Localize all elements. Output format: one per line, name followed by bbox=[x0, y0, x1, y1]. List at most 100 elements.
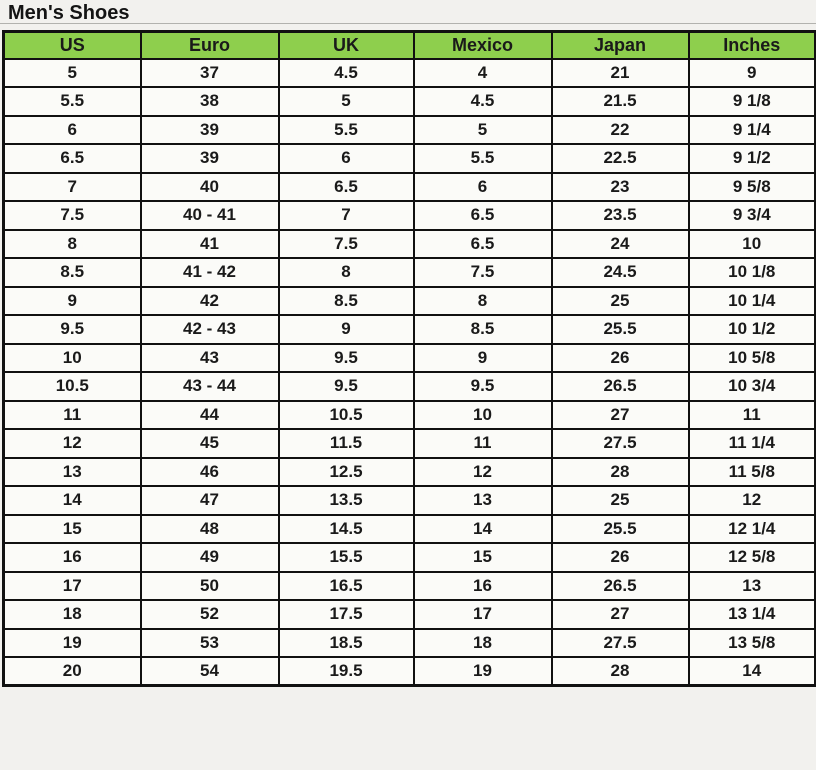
table-row: 17 50 16.5 16 26.5 13 bbox=[2, 570, 816, 601]
table-cell-japan: 22.5 bbox=[550, 143, 690, 174]
table-cell-uk: 19.5 bbox=[277, 656, 415, 687]
table-cell-us: 6.5 bbox=[2, 143, 142, 174]
table-cell-inches: 12 5/8 bbox=[687, 542, 816, 573]
table-cell-uk: 16.5 bbox=[277, 570, 415, 601]
table-cell-japan: 24.5 bbox=[550, 257, 690, 288]
table-cell-inches: 9 3/4 bbox=[687, 200, 816, 231]
table-cell-us: 13 bbox=[2, 456, 142, 487]
table-cell-inches: 11 bbox=[687, 399, 816, 430]
table-row: 15 48 14.5 14 25.5 12 1/4 bbox=[2, 513, 816, 544]
table-cell-euro: 44 bbox=[139, 399, 280, 430]
table-cell-uk: 14.5 bbox=[277, 513, 415, 544]
table-row: 7 40 6.5 6 23 9 5/8 bbox=[2, 171, 816, 202]
table-cell-us: 7.5 bbox=[2, 200, 142, 231]
table-cell-japan: 27.5 bbox=[550, 428, 690, 459]
table-cell-euro: 41 - 42 bbox=[139, 257, 280, 288]
table-cell-japan: 26 bbox=[550, 342, 690, 373]
table-cell-japan: 27 bbox=[550, 599, 690, 630]
table-row: 14 47 13.5 13 25 12 bbox=[2, 485, 816, 516]
table-cell-japan: 27.5 bbox=[550, 627, 690, 658]
table-cell-inches: 13 1/4 bbox=[687, 599, 816, 630]
table-row: 9 42 8.5 8 25 10 1/4 bbox=[2, 285, 816, 316]
table-cell-inches: 9 1/8 bbox=[687, 86, 816, 117]
table-cell-inches: 10 1/2 bbox=[687, 314, 816, 345]
header-row: US Euro UK Mexico Japan Inches bbox=[2, 30, 816, 60]
table-cell-mexico: 9.5 bbox=[412, 371, 553, 402]
table-cell-us: 5.5 bbox=[2, 86, 142, 117]
table-cell-mexico: 16 bbox=[412, 570, 553, 601]
table-cell-uk: 9.5 bbox=[277, 371, 415, 402]
table-cell-euro: 48 bbox=[139, 513, 280, 544]
table-cell-us: 9.5 bbox=[2, 314, 142, 345]
table-cell-inches: 11 1/4 bbox=[687, 428, 816, 459]
column-header-us: US bbox=[2, 30, 142, 60]
table-cell-uk: 4.5 bbox=[277, 57, 415, 88]
table-cell-euro: 40 bbox=[139, 171, 280, 202]
table-cell-mexico: 12 bbox=[412, 456, 553, 487]
table-row: 6.5 39 6 5.5 22.5 9 1/2 bbox=[2, 143, 816, 174]
table-cell-uk: 9 bbox=[277, 314, 415, 345]
table-cell-mexico: 10 bbox=[412, 399, 553, 430]
table-cell-japan: 23.5 bbox=[550, 200, 690, 231]
table-cell-mexico: 5.5 bbox=[412, 143, 553, 174]
table-cell-japan: 25 bbox=[550, 485, 690, 516]
table-cell-mexico: 4 bbox=[412, 57, 553, 88]
table-cell-us: 15 bbox=[2, 513, 142, 544]
table-cell-uk: 15.5 bbox=[277, 542, 415, 573]
table-body: 5 37 4.5 4 21 9 5.5 38 5 4.5 21.5 9 1/8 6 39 5.5 5 22 9 1… bbox=[2, 57, 816, 687]
table-cell-us: 10 bbox=[2, 342, 142, 373]
table-cell-euro: 45 bbox=[139, 428, 280, 459]
table-cell-mexico: 13 bbox=[412, 485, 553, 516]
table-cell-mexico: 8.5 bbox=[412, 314, 553, 345]
table-row: 5 37 4.5 4 21 9 bbox=[2, 57, 816, 88]
table-cell-mexico: 6 bbox=[412, 171, 553, 202]
table-cell-inches: 14 bbox=[687, 656, 816, 687]
table-row: 20 54 19.5 19 28 14 bbox=[2, 656, 816, 687]
table-cell-inches: 9 bbox=[687, 57, 816, 88]
table-cell-inches: 12 1/4 bbox=[687, 513, 816, 544]
table-cell-us: 7 bbox=[2, 171, 142, 202]
table-cell-inches: 10 5/8 bbox=[687, 342, 816, 373]
table-cell-uk: 7.5 bbox=[277, 228, 415, 259]
table-cell-inches: 13 5/8 bbox=[687, 627, 816, 658]
table-cell-inches: 9 5/8 bbox=[687, 171, 816, 202]
table-cell-inches: 12 bbox=[687, 485, 816, 516]
table-cell-euro: 39 bbox=[139, 114, 280, 145]
table-cell-euro: 49 bbox=[139, 542, 280, 573]
table-cell-uk: 10.5 bbox=[277, 399, 415, 430]
table-cell-euro: 38 bbox=[139, 86, 280, 117]
table-cell-mexico: 6.5 bbox=[412, 200, 553, 231]
column-header-mexico: Mexico bbox=[412, 30, 553, 60]
table-cell-japan: 21 bbox=[550, 57, 690, 88]
table-cell-us: 12 bbox=[2, 428, 142, 459]
column-header-japan: Japan bbox=[550, 30, 690, 60]
table-cell-euro: 41 bbox=[139, 228, 280, 259]
table-cell-mexico: 14 bbox=[412, 513, 553, 544]
table-cell-uk: 12.5 bbox=[277, 456, 415, 487]
table-cell-us: 10.5 bbox=[2, 371, 142, 402]
table-cell-us: 8 bbox=[2, 228, 142, 259]
column-header-euro: Euro bbox=[139, 30, 280, 60]
table-cell-inches: 13 bbox=[687, 570, 816, 601]
table-cell-japan: 26.5 bbox=[550, 371, 690, 402]
table-cell-uk: 13.5 bbox=[277, 485, 415, 516]
table-cell-mexico: 18 bbox=[412, 627, 553, 658]
table-cell-inches: 11 5/8 bbox=[687, 456, 816, 487]
table-cell-euro: 52 bbox=[139, 599, 280, 630]
table-cell-japan: 25.5 bbox=[550, 314, 690, 345]
table-row: 8 41 7.5 6.5 24 10 bbox=[2, 228, 816, 259]
table-cell-inches: 10 bbox=[687, 228, 816, 259]
table-cell-mexico: 6.5 bbox=[412, 228, 553, 259]
table-cell-uk: 8.5 bbox=[277, 285, 415, 316]
table-cell-us: 17 bbox=[2, 570, 142, 601]
table-cell-euro: 40 - 41 bbox=[139, 200, 280, 231]
table-cell-mexico: 17 bbox=[412, 599, 553, 630]
page-title: Men's Shoes bbox=[0, 0, 816, 24]
table-cell-uk: 6.5 bbox=[277, 171, 415, 202]
table-cell-mexico: 9 bbox=[412, 342, 553, 373]
table-cell-euro: 43 - 44 bbox=[139, 371, 280, 402]
table-cell-inches: 10 1/8 bbox=[687, 257, 816, 288]
table-cell-japan: 26 bbox=[550, 542, 690, 573]
table-row: 18 52 17.5 17 27 13 1/4 bbox=[2, 599, 816, 630]
column-header-inches: Inches bbox=[687, 30, 816, 60]
